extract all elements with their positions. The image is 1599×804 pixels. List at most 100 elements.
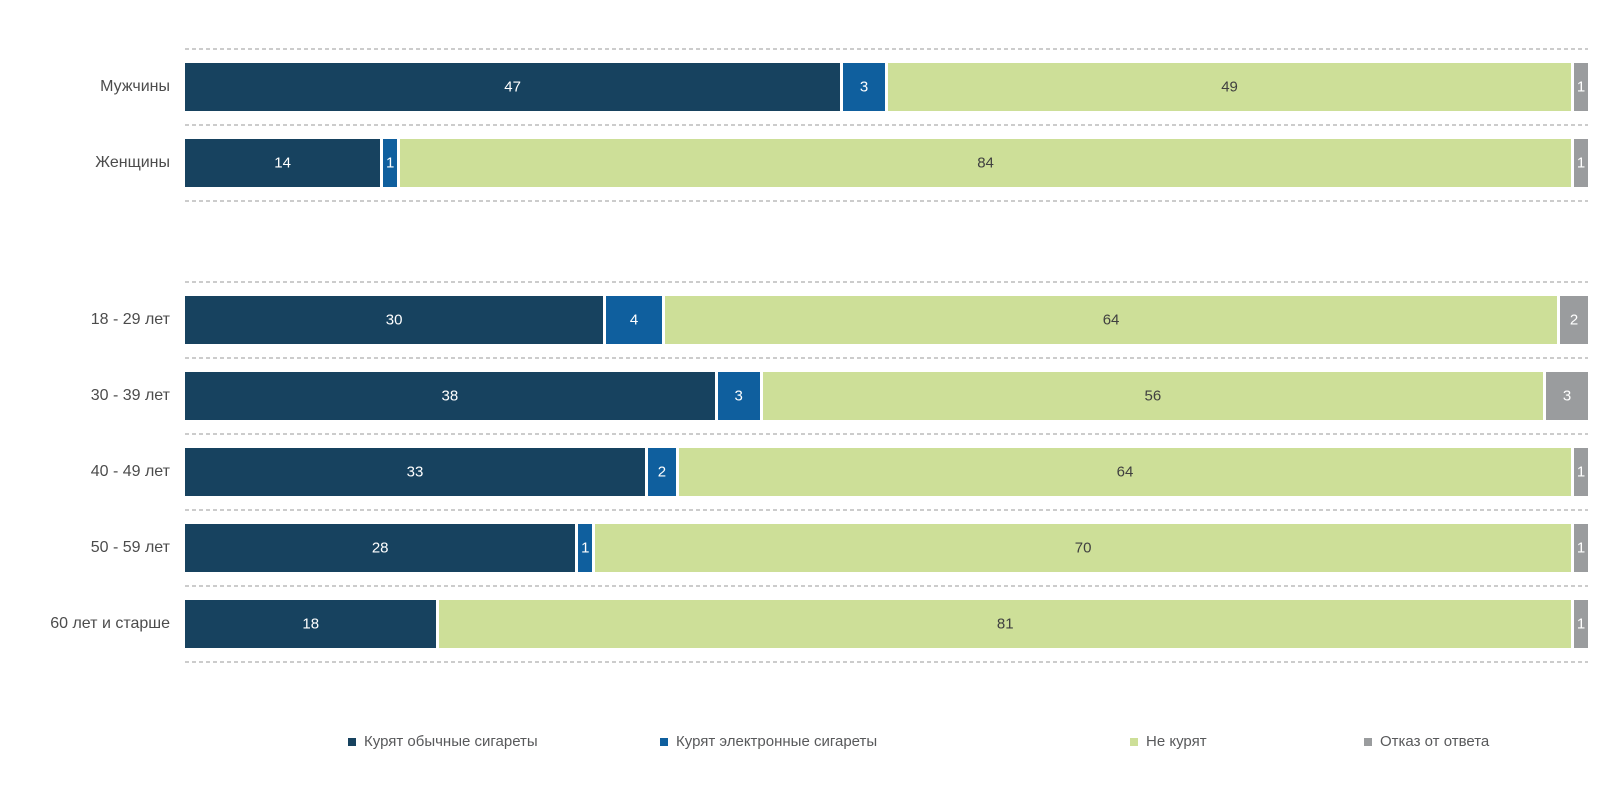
bar-row: 60 лет и старше 18 81 1 xyxy=(0,587,1599,661)
legend-label: Курят электронные сигареты xyxy=(676,733,878,750)
segment-value-label: 1 xyxy=(1576,615,1586,633)
segment-value-label: 64 xyxy=(1116,463,1134,481)
segment-value-label: 1 xyxy=(1576,539,1586,557)
bar-segment-series-2: 84 xyxy=(400,139,1572,187)
stacked-bar: 38 3 56 3 xyxy=(185,372,1588,420)
bar-segment-series-2: 64 xyxy=(664,296,1558,344)
legend-label: Отказ от ответа xyxy=(1380,733,1490,750)
segment-value-label: 18 xyxy=(302,615,320,633)
bar-row: 18 - 29 лет 30 4 64 2 xyxy=(0,283,1599,357)
bar-segment-series-2: 81 xyxy=(439,600,1572,648)
category-label: 50 - 59 лет xyxy=(90,539,170,556)
bar-segment-series-0: 30 xyxy=(185,296,604,344)
bar-segment-series-1: 1 xyxy=(383,139,398,187)
segment-value-label: 47 xyxy=(504,78,521,96)
segment-value-label: 1 xyxy=(581,539,590,557)
segment-value-label: 2 xyxy=(1569,311,1579,329)
category-label: 30 - 39 лет xyxy=(90,387,170,404)
bar-segment-series-2: 70 xyxy=(595,524,1572,572)
bar-segment-series-1: 1 xyxy=(578,524,593,572)
bar-segment-series-1: 2 xyxy=(648,448,676,496)
bar-segment-series-0: 47 xyxy=(185,63,841,111)
grid-line xyxy=(185,124,1588,126)
segment-value-label: 56 xyxy=(1144,387,1162,405)
bar-segment-series-2: 56 xyxy=(762,372,1544,420)
segment-value-label: 38 xyxy=(441,387,459,405)
segment-value-label: 70 xyxy=(1074,539,1092,557)
legend-item-series-2: Не курят xyxy=(1130,733,1207,750)
stacked-bar: 33 2 64 1 xyxy=(185,448,1588,496)
bar-segment-series-0: 28 xyxy=(185,524,576,572)
segment-value-label: 3 xyxy=(734,387,743,405)
segment-value-label: 1 xyxy=(1576,78,1586,96)
stacked-bar: 47 3 49 1 xyxy=(185,63,1588,111)
segment-value-label: 14 xyxy=(274,154,291,172)
stacked-bar: 30 4 64 2 xyxy=(185,296,1588,344)
grid-line xyxy=(185,585,1588,587)
category-label: 60 лет и старше xyxy=(50,615,170,632)
chart-group-0: Мужчины 47 3 49 1 Женщины 14 1 84 1 xyxy=(0,48,1599,202)
bar-row: 30 - 39 лет 38 3 56 3 xyxy=(0,359,1599,433)
category-label: 18 - 29 лет xyxy=(90,311,170,328)
bar-segment-series-1: 3 xyxy=(717,372,760,420)
segment-value-label: 49 xyxy=(1221,78,1238,96)
bar-segment-series-1: 3 xyxy=(843,63,885,111)
legend-item-series-1: Курят электронные сигареты xyxy=(660,733,877,750)
stacked-bar: 28 1 70 1 xyxy=(185,524,1588,572)
bar-segment-series-0: 18 xyxy=(185,600,437,648)
bar-segment-series-0: 14 xyxy=(185,139,381,187)
segment-value-label: 1 xyxy=(385,154,395,172)
category-label: 40 - 49 лет xyxy=(90,463,170,480)
bar-segment-series-2: 64 xyxy=(678,448,1572,496)
segment-value-label: 2 xyxy=(657,463,667,481)
segment-value-label: 30 xyxy=(385,311,403,329)
bar-segment-series-0: 38 xyxy=(185,372,715,420)
bar-segment-series-3: 1 xyxy=(1574,139,1588,187)
segment-value-label: 64 xyxy=(1102,311,1120,329)
legend-swatch-icon xyxy=(348,737,356,746)
bar-row: 50 - 59 лет 28 1 70 1 xyxy=(0,511,1599,585)
legend-swatch-icon xyxy=(1364,737,1372,746)
grid-line xyxy=(185,433,1588,435)
legend-swatch-icon xyxy=(1130,737,1138,746)
chart-rows: Мужчины 47 3 49 1 Женщины 14 1 84 1 18 - 29 лет 30 4… xyxy=(0,48,1599,663)
legend-label: Курят обычные сигареты xyxy=(364,733,538,750)
segment-value-label: 1 xyxy=(1576,463,1586,481)
legend-label: Не курят xyxy=(1146,733,1207,750)
segment-value-label: 28 xyxy=(371,539,389,557)
segment-value-label: 4 xyxy=(629,311,639,329)
category-label: Мужчины xyxy=(100,78,170,95)
stacked-bar: 14 1 84 1 xyxy=(185,139,1588,187)
bar-row: 40 - 49 лет 33 2 64 1 xyxy=(0,435,1599,509)
bar-segment-series-3: 1 xyxy=(1574,524,1588,572)
bar-segment-series-3: 2 xyxy=(1560,296,1588,344)
segment-value-label: 33 xyxy=(406,463,424,481)
grid-line xyxy=(185,509,1588,511)
bar-segment-series-1: 4 xyxy=(606,296,662,344)
bar-segment-series-3: 1 xyxy=(1574,448,1588,496)
bar-row: Женщины 14 1 84 1 xyxy=(0,126,1599,200)
grid-line xyxy=(185,200,1588,202)
stacked-bar: 18 81 1 xyxy=(185,600,1588,648)
legend-item-series-3: Отказ от ответа xyxy=(1364,733,1489,750)
bar-segment-series-0: 33 xyxy=(185,448,646,496)
category-label: Женщины xyxy=(95,154,170,171)
bar-segment-series-3: 1 xyxy=(1574,600,1588,648)
segment-value-label: 81 xyxy=(996,615,1014,633)
segment-value-label: 3 xyxy=(859,78,869,96)
bar-row: Мужчины 47 3 49 1 xyxy=(0,50,1599,124)
chart-group-1: 18 - 29 лет 30 4 64 2 30 - 39 лет 38 3 56 3 40 - 4… xyxy=(0,281,1599,663)
segment-value-label: 84 xyxy=(977,154,994,172)
grid-line xyxy=(185,661,1588,663)
grid-line xyxy=(185,48,1588,50)
segment-value-label: 1 xyxy=(1576,154,1586,172)
legend-item-series-0: Курят обычные сигареты xyxy=(348,733,538,750)
bar-segment-series-2: 49 xyxy=(888,63,1572,111)
grid-line xyxy=(185,281,1588,283)
segment-value-label: 3 xyxy=(1562,387,1572,405)
bar-segment-series-3: 1 xyxy=(1574,63,1588,111)
legend: Курят обычные сигареты Курят электронные … xyxy=(0,733,1599,757)
bar-segment-series-3: 3 xyxy=(1546,372,1588,420)
legend-swatch-icon xyxy=(660,737,668,746)
